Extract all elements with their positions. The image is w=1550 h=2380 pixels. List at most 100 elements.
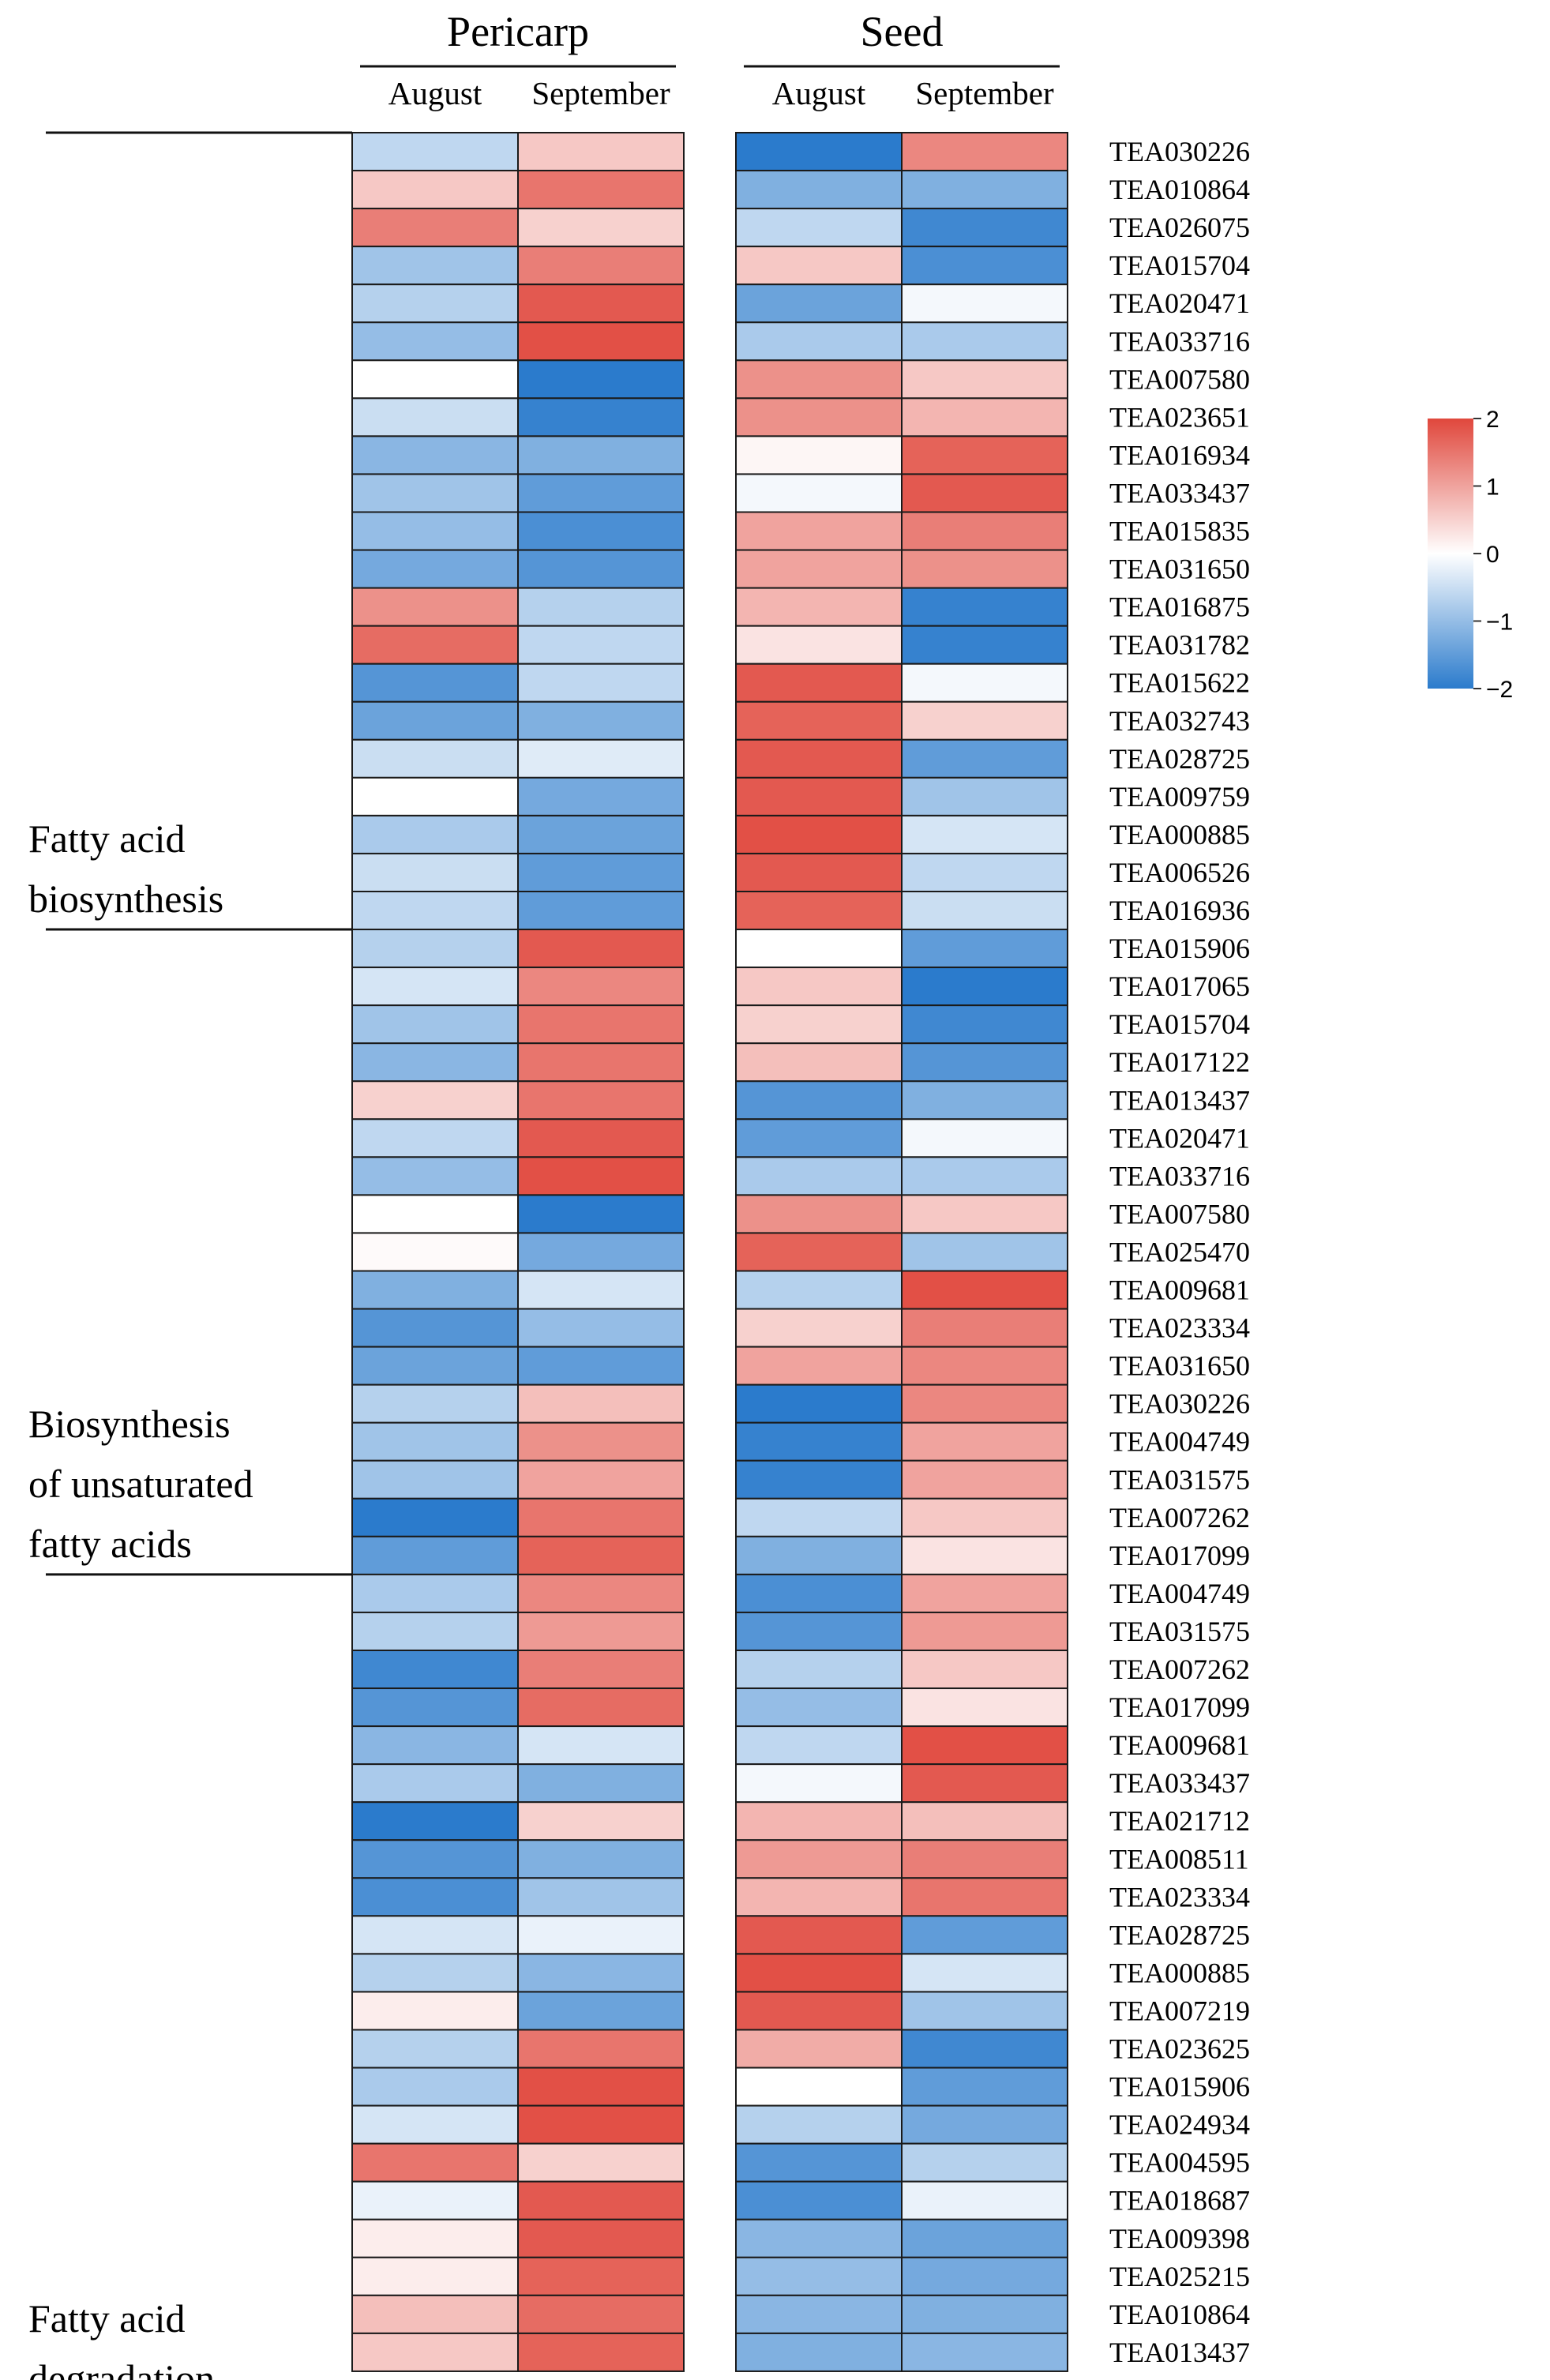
- heatmap-cell: [735, 2104, 903, 2145]
- group-label: Fatty acid: [28, 2296, 186, 2341]
- heatmap-cell: [901, 1801, 1068, 1841]
- heatmap-cell: [351, 1004, 519, 1045]
- heatmap-cell: [735, 1953, 903, 1993]
- heatmap-cell: [901, 2332, 1068, 2372]
- heatmap-cell: [735, 663, 903, 703]
- heatmap-cell: [901, 929, 1068, 969]
- heatmap-cell: [517, 663, 685, 703]
- heatmap-cell: [735, 1725, 903, 1766]
- column-label-august: August: [772, 75, 866, 111]
- panel-title-pericarp: Pericarp: [447, 8, 589, 55]
- heatmap-cell: [351, 700, 519, 741]
- heatmap-cell: [735, 738, 903, 779]
- column-label-september: September: [531, 75, 670, 111]
- heatmap-cell: [901, 814, 1068, 854]
- heatmap-cell: [735, 1650, 903, 1690]
- heatmap-cell: [351, 1421, 519, 1462]
- gene-label: TEA009759: [1109, 781, 1250, 813]
- heatmap-cell: [351, 852, 519, 892]
- heatmap-cell: [351, 246, 519, 286]
- gene-label: TEA031650: [1109, 554, 1250, 585]
- heatmap-cell: [735, 1346, 903, 1386]
- heatmap-cell: [901, 891, 1068, 931]
- heatmap-cell: [901, 2218, 1068, 2258]
- gene-label: TEA009681: [1109, 1274, 1250, 1306]
- heatmap-cell: [351, 1118, 519, 1158]
- gene-label: TEA016936: [1109, 895, 1250, 926]
- heatmap-cell: [901, 321, 1068, 362]
- heatmap-cell: [351, 2142, 519, 2183]
- heatmap-cell: [901, 1194, 1068, 1234]
- gene-label: TEA032743: [1109, 705, 1250, 737]
- heatmap-cell: [517, 208, 685, 248]
- panel-title-seed: Seed: [861, 8, 944, 55]
- gene-label: TEA007262: [1109, 1654, 1250, 1685]
- heatmap-cell: [351, 1042, 519, 1083]
- gene-label: TEA031575: [1109, 1616, 1250, 1647]
- gene-label: TEA016875: [1109, 591, 1250, 623]
- gene-label: TEA000885: [1109, 819, 1250, 850]
- heatmap-cell: [517, 1953, 685, 1993]
- heatmap-cell: [517, 1650, 685, 1690]
- heatmap-cell: [517, 1346, 685, 1386]
- heatmap-cell: [735, 1497, 903, 1537]
- gene-label: TEA033437: [1109, 1767, 1250, 1799]
- heatmap-cell: [351, 1801, 519, 1841]
- panel-labels: Pericarp August September Seed August Septemb…: [360, 8, 1060, 111]
- gene-label: TEA015704: [1109, 1008, 1250, 1040]
- heatmap-cell: [901, 473, 1068, 513]
- gene-label: TEA009398: [1109, 2223, 1250, 2254]
- heatmap-cells: [351, 132, 1068, 2372]
- heatmap-cell: [351, 549, 519, 589]
- heatmap-cell: [735, 1801, 903, 1841]
- gene-label: TEA015835: [1109, 516, 1250, 547]
- gene-label: TEA004749: [1109, 1578, 1250, 1609]
- heatmap-cell: [351, 1156, 519, 1196]
- heatmap-cell: [901, 700, 1068, 741]
- heatmap-cell: [735, 1194, 903, 1234]
- gene-label: TEA009681: [1109, 1729, 1250, 1761]
- heatmap-cell: [517, 2332, 685, 2372]
- heatmap-cell: [517, 2180, 685, 2220]
- heatmap-cell: [517, 700, 685, 741]
- gene-label: TEA007262: [1109, 1502, 1250, 1533]
- group-label: fatty acids: [28, 1522, 192, 1566]
- gene-label: TEA018687: [1109, 2185, 1250, 2217]
- heatmap-cell: [901, 283, 1068, 324]
- colorbar-tick-label: 1: [1486, 475, 1499, 501]
- heatmap-cell: [901, 1573, 1068, 1613]
- heatmap-cell: [351, 929, 519, 969]
- heatmap-cell: [517, 321, 685, 362]
- heatmap-cell: [735, 625, 903, 665]
- heatmap-cell: [735, 1763, 903, 1804]
- heatmap-cell: [901, 2180, 1068, 2220]
- heatmap-cell: [517, 1042, 685, 1083]
- gene-label: TEA013437: [1109, 1084, 1250, 1116]
- heatmap-cell: [735, 1308, 903, 1348]
- heatmap-cell: [735, 1573, 903, 1613]
- heatmap-cell: [351, 776, 519, 816]
- heatmap-cell: [901, 2029, 1068, 2069]
- group-label: biosynthesis: [28, 877, 223, 921]
- heatmap-cell: [901, 397, 1068, 437]
- heatmap-cell: [735, 2180, 903, 2220]
- heatmap-cell: [517, 246, 685, 286]
- heatmap-cell: [351, 2294, 519, 2334]
- heatmap-cell: [351, 473, 519, 513]
- heatmap-cell: [351, 2218, 519, 2258]
- gene-label: TEA017065: [1109, 970, 1250, 1002]
- heatmap-cell: [351, 738, 519, 779]
- group-label: degradation: [28, 2356, 215, 2380]
- heatmap-cell: [351, 1346, 519, 1386]
- heatmap-cell: [901, 208, 1068, 248]
- heatmap-cell: [351, 1573, 519, 1613]
- heatmap-cell: [735, 1232, 903, 1272]
- heatmap-cell: [735, 2332, 903, 2372]
- heatmap-cell: [351, 1459, 519, 1500]
- heatmap-cell: [351, 359, 519, 400]
- colorbar-legend: 2 1 0 −1 −2: [1428, 407, 1513, 703]
- heatmap-cell: [901, 1953, 1068, 1993]
- heatmap-cell: [351, 1650, 519, 1690]
- heatmap-cell: [735, 1459, 903, 1500]
